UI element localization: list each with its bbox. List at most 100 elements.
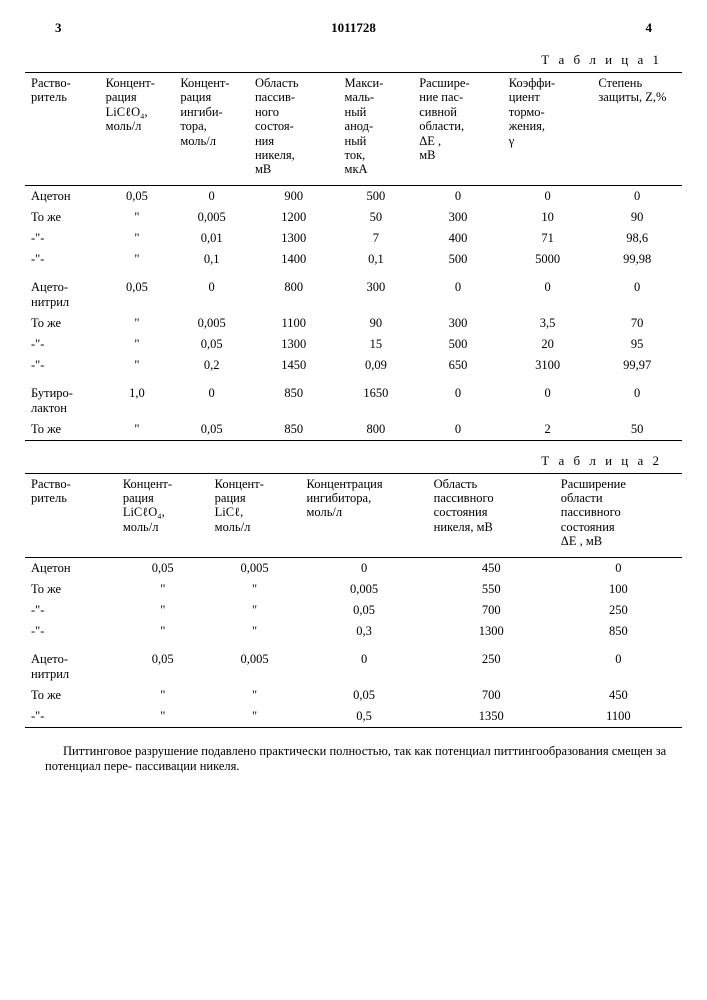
table-cell: 0 — [174, 270, 249, 313]
table-cell: -"- — [25, 228, 100, 249]
table-cell: 1100 — [249, 313, 339, 334]
table-cell: 1100 — [555, 706, 682, 728]
table-cell: " — [209, 579, 301, 600]
table-cell: 0,005 — [174, 207, 249, 228]
table-cell: 0 — [503, 270, 593, 313]
table-cell: 0 — [413, 186, 503, 207]
table-cell: 0 — [174, 186, 249, 207]
table-cell: 50 — [339, 207, 414, 228]
table-cell: Ацето-нитрил — [25, 642, 117, 685]
table-cell: 550 — [428, 579, 555, 600]
footnote: Питтинговое разрушение подавлено практич… — [25, 740, 682, 775]
table-cell: 98,6 — [592, 228, 682, 249]
table-cell: " — [117, 579, 209, 600]
table-cell: 1300 — [428, 621, 555, 642]
page-left: 3 — [55, 20, 62, 36]
table-cell: 0,005 — [209, 558, 301, 579]
table-cell: 90 — [339, 313, 414, 334]
table-cell: " — [100, 228, 175, 249]
table-cell: " — [100, 355, 175, 376]
table-cell: 250 — [555, 600, 682, 621]
table-cell: 0 — [300, 642, 427, 685]
table-cell: -"- — [25, 249, 100, 270]
table-cell: 15 — [339, 334, 414, 355]
table-cell: 5000 — [503, 249, 593, 270]
table-cell: 1350 — [428, 706, 555, 728]
table-cell: 700 — [428, 600, 555, 621]
col-header: Степеньзащиты, Z,% — [592, 73, 682, 185]
table-cell: 300 — [413, 207, 503, 228]
table-cell: 700 — [428, 685, 555, 706]
table1: Раство-рительКонцент-рацияLiСℓО₄,моль/лК… — [25, 72, 682, 441]
table-cell: -"- — [25, 621, 117, 642]
table-cell: 0,05 — [117, 642, 209, 685]
col-header: Концент-рацияLiСℓО₄,моль/л — [117, 474, 209, 557]
table-cell: 0,05 — [100, 270, 175, 313]
page-header: 3 1011728 4 — [25, 20, 682, 44]
table-cell: 900 — [249, 186, 339, 207]
table-cell: 850 — [555, 621, 682, 642]
table-cell: " — [100, 249, 175, 270]
table-cell: 0,1 — [339, 249, 414, 270]
table-cell: 50 — [592, 419, 682, 441]
table-cell: 7 — [339, 228, 414, 249]
col-header: Раство-ритель — [25, 474, 117, 557]
col-header: Концентрацияингибитора,моль/л — [300, 474, 427, 557]
table-cell: 2 — [503, 419, 593, 441]
table-cell: То же — [25, 207, 100, 228]
table-cell: 0 — [174, 376, 249, 419]
table-cell: " — [209, 600, 301, 621]
col-header: Областьпассивногосостоянияникеля, мВ — [428, 474, 555, 557]
table-cell: 3100 — [503, 355, 593, 376]
table-cell: 71 — [503, 228, 593, 249]
table-cell: -"- — [25, 706, 117, 728]
table-cell: 450 — [428, 558, 555, 579]
table-cell: То же — [25, 579, 117, 600]
col-header: Концент-рацияLiСℓ,моль/л — [209, 474, 301, 557]
table-cell: 99,97 — [592, 355, 682, 376]
col-header: РасширениеобластипассивногосостоянияΔЕ ,… — [555, 474, 682, 557]
table-cell: 0,005 — [209, 642, 301, 685]
col-header: Коэффи-циенттормо-жения,γ — [503, 73, 593, 185]
table-cell: 1200 — [249, 207, 339, 228]
table-cell: 99,98 — [592, 249, 682, 270]
table-cell: " — [117, 621, 209, 642]
table-cell: 20 — [503, 334, 593, 355]
table-cell: 0,05 — [100, 186, 175, 207]
table-cell: 0,1 — [174, 249, 249, 270]
table-cell: 250 — [428, 642, 555, 685]
col-header: Макси-маль-ныйанод-ныйток,мкА — [339, 73, 414, 185]
table2-label: Т а б л и ц а 2 — [25, 453, 662, 469]
table-cell: Бутиро-лактон — [25, 376, 100, 419]
table-cell: 650 — [413, 355, 503, 376]
table-cell: " — [100, 313, 175, 334]
table-cell: 400 — [413, 228, 503, 249]
col-header: Областьпассив-ногосостоя-нияникеля,мВ — [249, 73, 339, 185]
table-cell: 850 — [249, 419, 339, 441]
table-cell: Ацето-нитрил — [25, 270, 100, 313]
table-cell: 0,05 — [174, 419, 249, 441]
table-cell: " — [100, 207, 175, 228]
table-cell: 0,01 — [174, 228, 249, 249]
table-cell: 0,09 — [339, 355, 414, 376]
table-cell: 1,0 — [100, 376, 175, 419]
table-cell: " — [209, 706, 301, 728]
table-cell: 0 — [413, 270, 503, 313]
table-cell: 0 — [503, 186, 593, 207]
table-cell: 0 — [555, 642, 682, 685]
table-cell: 1650 — [339, 376, 414, 419]
table-cell: 0,005 — [174, 313, 249, 334]
table-cell: " — [117, 600, 209, 621]
table-cell: 0,2 — [174, 355, 249, 376]
table-cell: 0,3 — [300, 621, 427, 642]
table-cell: 0,05 — [174, 334, 249, 355]
table-cell: 0,05 — [300, 685, 427, 706]
table-cell: 300 — [339, 270, 414, 313]
table-cell: 1400 — [249, 249, 339, 270]
table-cell: 300 — [413, 313, 503, 334]
table-cell: То же — [25, 313, 100, 334]
table-cell: 800 — [339, 419, 414, 441]
page-center: 1011728 — [331, 20, 376, 36]
table2: Раство-рительКонцент-рацияLiСℓО₄,моль/лК… — [25, 473, 682, 728]
table-cell: -"- — [25, 334, 100, 355]
